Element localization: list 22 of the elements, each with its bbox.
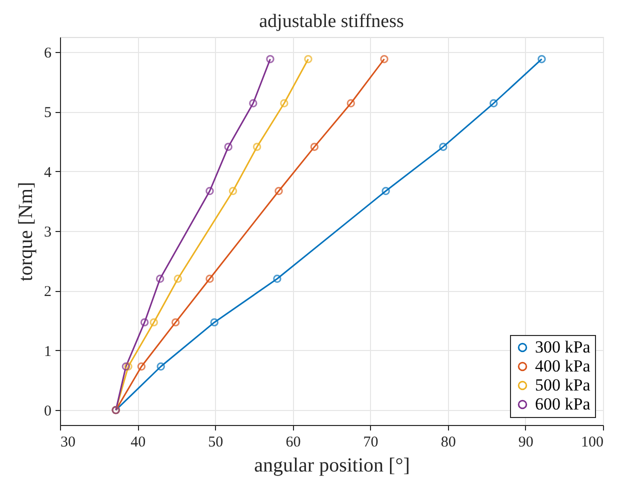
y-tick-label: 5 xyxy=(44,105,52,122)
x-tick-label: 60 xyxy=(286,434,301,450)
x-tick-label: 40 xyxy=(130,434,146,450)
x-tick-label: 80 xyxy=(440,434,456,450)
x-tick-label: 90 xyxy=(518,434,534,450)
legend-label: 600 kPa xyxy=(535,394,591,414)
legend-label: 300 kPa xyxy=(535,338,591,356)
x-tick-label: 30 xyxy=(60,434,76,450)
y-axis-title: torque [Nm] xyxy=(15,182,37,282)
x-tick-label: 100 xyxy=(581,434,604,450)
chart-title: adjustable stiffness xyxy=(259,11,404,32)
legend-label: 500 kPa xyxy=(535,376,591,394)
y-tick-label: 1 xyxy=(44,344,52,360)
y-tick-label: 0 xyxy=(44,404,52,420)
legend-label: 400 kPa xyxy=(535,356,591,376)
y-tick-label: 2 xyxy=(44,284,52,300)
y-tick-label: 4 xyxy=(44,164,52,181)
y-tick-label: 6 xyxy=(44,45,52,62)
x-axis-title: angular position [°] xyxy=(254,454,410,476)
x-tick-label: 50 xyxy=(208,434,224,450)
x-tick-label: 70 xyxy=(363,434,378,450)
y-tick-label: 3 xyxy=(44,224,52,240)
